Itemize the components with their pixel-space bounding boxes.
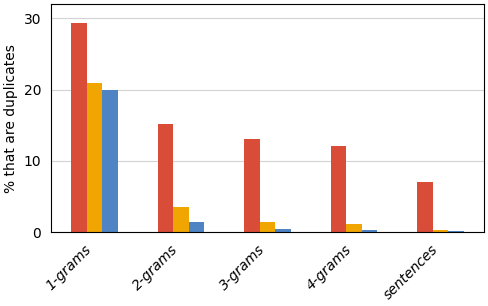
Bar xyxy=(275,229,291,232)
Bar xyxy=(86,83,102,232)
Y-axis label: % that are duplicates: % that are duplicates xyxy=(4,44,18,193)
Bar xyxy=(331,146,346,232)
Bar xyxy=(362,230,377,232)
Bar xyxy=(173,207,189,232)
Bar xyxy=(71,24,86,232)
Bar xyxy=(417,182,433,232)
Bar xyxy=(448,231,464,232)
Bar xyxy=(189,222,204,232)
Bar xyxy=(433,230,448,232)
Bar xyxy=(158,124,173,232)
Bar xyxy=(346,224,362,232)
Bar xyxy=(260,222,275,232)
Bar xyxy=(244,139,260,232)
Bar xyxy=(102,90,118,232)
